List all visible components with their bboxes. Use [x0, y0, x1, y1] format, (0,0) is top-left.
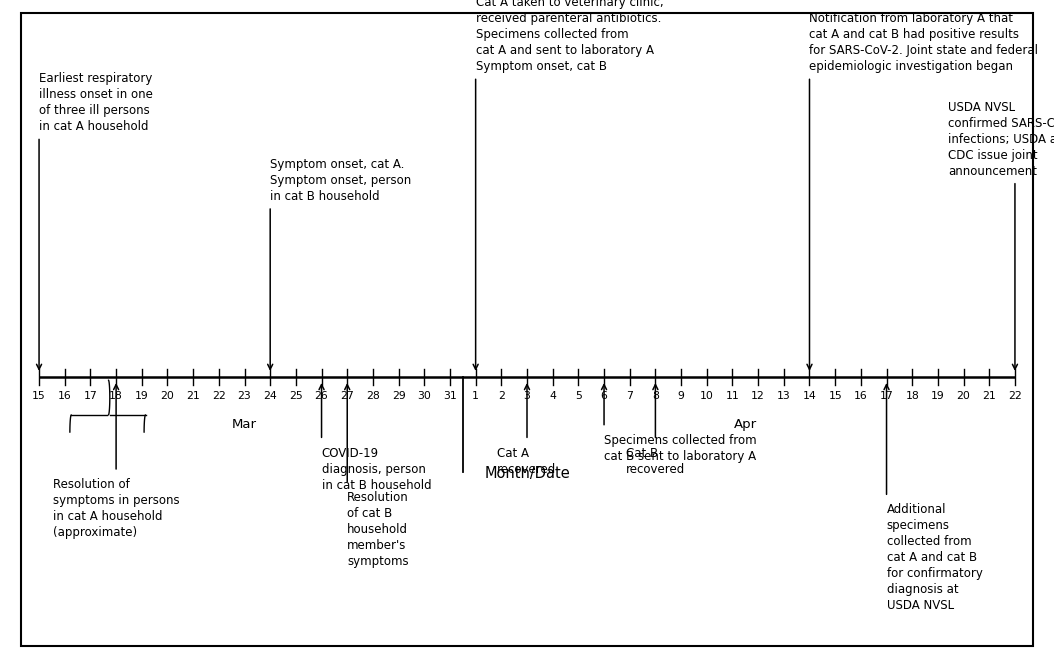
Text: 7: 7: [626, 391, 633, 401]
Text: 8: 8: [652, 391, 659, 401]
Text: 1: 1: [472, 391, 480, 401]
Text: 28: 28: [366, 391, 379, 401]
Text: 20: 20: [160, 391, 174, 401]
Text: 26: 26: [315, 391, 329, 401]
Text: 14: 14: [802, 391, 817, 401]
Text: 3: 3: [524, 391, 530, 401]
Text: COVID-19
diagnosis, person
in cat B household: COVID-19 diagnosis, person in cat B hous…: [321, 447, 431, 492]
Text: Cat B
recovered: Cat B recovered: [626, 447, 685, 476]
Text: 2: 2: [497, 391, 505, 401]
Text: 27: 27: [340, 391, 354, 401]
Text: 15: 15: [828, 391, 842, 401]
Text: Resolution of
symptoms in persons
in cat A household
(approximate): Resolution of symptoms in persons in cat…: [53, 478, 179, 539]
Text: 12: 12: [752, 391, 765, 401]
Text: 17: 17: [83, 391, 97, 401]
Text: Resolution
of cat B
household
member's
symptoms: Resolution of cat B household member's s…: [347, 491, 409, 568]
Text: 25: 25: [289, 391, 302, 401]
Text: Cat A taken to veterinary clinic;
received parenteral antibiotics.
Specimens col: Cat A taken to veterinary clinic; receiv…: [475, 0, 664, 73]
Text: 22: 22: [1008, 391, 1021, 401]
Text: Notification from laboratory A that
cat A and cat B had positive results
for SAR: Notification from laboratory A that cat …: [809, 13, 1038, 73]
Text: 4: 4: [549, 391, 557, 401]
Text: 22: 22: [212, 391, 226, 401]
Text: 9: 9: [678, 391, 684, 401]
Text: 16: 16: [854, 391, 867, 401]
Text: 19: 19: [931, 391, 944, 401]
Text: 29: 29: [392, 391, 406, 401]
Text: Cat A
recovered: Cat A recovered: [497, 447, 557, 476]
Text: 21: 21: [187, 391, 200, 401]
Text: Mar: Mar: [232, 418, 257, 431]
Text: Symptom onset, cat A.
Symptom onset, person
in cat B household: Symptom onset, cat A. Symptom onset, per…: [270, 158, 411, 203]
Text: 13: 13: [777, 391, 790, 401]
Text: 18: 18: [110, 391, 123, 401]
Text: 15: 15: [33, 391, 46, 401]
Text: 19: 19: [135, 391, 149, 401]
Text: 24: 24: [264, 391, 277, 401]
Text: Month/Date: Month/Date: [484, 465, 570, 480]
Text: 16: 16: [58, 391, 72, 401]
Text: 30: 30: [417, 391, 431, 401]
Text: 6: 6: [601, 391, 607, 401]
Text: Apr: Apr: [734, 418, 757, 431]
Text: Additional
specimens
collected from
cat A and cat B
for confirmatory
diagnosis a: Additional specimens collected from cat …: [886, 503, 982, 612]
Text: Earliest respiratory
illness onset in one
of three ill persons
in cat A househol: Earliest respiratory illness onset in on…: [39, 72, 153, 133]
Text: 21: 21: [982, 391, 996, 401]
Text: USDA NVSL
confirmed SARS-CoV-2
infections; USDA and
CDC issue joint
announcement: USDA NVSL confirmed SARS-CoV-2 infection…: [949, 101, 1054, 178]
Text: 20: 20: [957, 391, 971, 401]
Text: 23: 23: [237, 391, 252, 401]
Text: Specimens collected from
cat B sent to laboratory A: Specimens collected from cat B sent to l…: [604, 434, 757, 463]
Text: 5: 5: [574, 391, 582, 401]
Text: 18: 18: [905, 391, 919, 401]
Text: 31: 31: [443, 391, 456, 401]
Text: 10: 10: [700, 391, 714, 401]
Text: 17: 17: [880, 391, 894, 401]
Text: 11: 11: [725, 391, 739, 401]
